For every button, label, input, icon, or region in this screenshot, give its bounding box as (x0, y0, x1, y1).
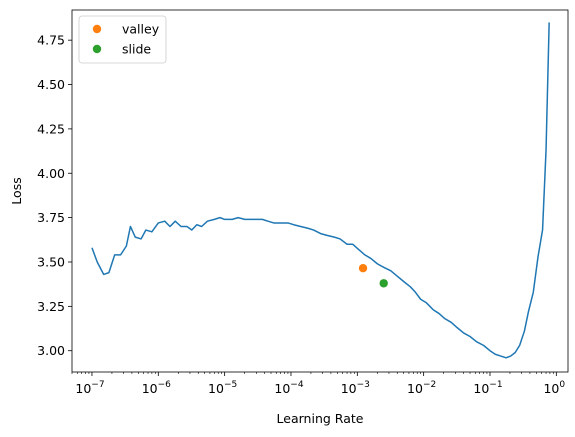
y-axis-ticks: 3.00 3.25 3.50 3.75 4.00 4.25 4.50 4.75 (37, 33, 72, 358)
x-tick-label: 10−1 (473, 380, 502, 396)
y-tick-label: 3.50 (37, 254, 65, 269)
x-axis-ticks: 10−7 10−6 10−5 10−4 10−3 10−2 10−1 100 (71, 372, 565, 396)
series-layer (91, 22, 550, 359)
slide-legend-marker (92, 44, 102, 54)
y-tick-label: 4.00 (37, 166, 65, 181)
valley-legend-label: valley (122, 22, 160, 37)
y-tick-label: 4.75 (37, 33, 65, 48)
plot-area (72, 10, 568, 372)
x-tick-label: 100 (543, 380, 565, 396)
y-tick-label: 3.00 (37, 343, 65, 358)
y-tick-label: 3.25 (37, 299, 65, 314)
y-tick-label: 4.25 (37, 121, 65, 136)
x-tick-label: 10−7 (75, 380, 104, 396)
x-tick-label: 10−2 (407, 380, 436, 396)
valley-legend-marker (92, 24, 102, 34)
x-tick-label: 10−4 (274, 380, 303, 396)
marker-layer (358, 263, 388, 288)
slide-legend-label: slide (122, 42, 151, 57)
loss-series-line (91, 22, 550, 359)
y-axis-label: Loss (9, 177, 24, 204)
slide-marker (379, 279, 388, 288)
x-tick-label: 10−5 (208, 380, 237, 396)
plot-frame (71, 9, 569, 373)
legend: valley slide (78, 15, 167, 64)
x-axis-label: Learning Rate (277, 411, 364, 426)
x-tick-label: 10−3 (341, 380, 370, 396)
y-tick-label: 4.50 (37, 77, 65, 92)
y-tick-label: 3.75 (37, 210, 65, 225)
valley-marker (358, 263, 368, 273)
x-tick-label: 10−6 (142, 380, 171, 396)
